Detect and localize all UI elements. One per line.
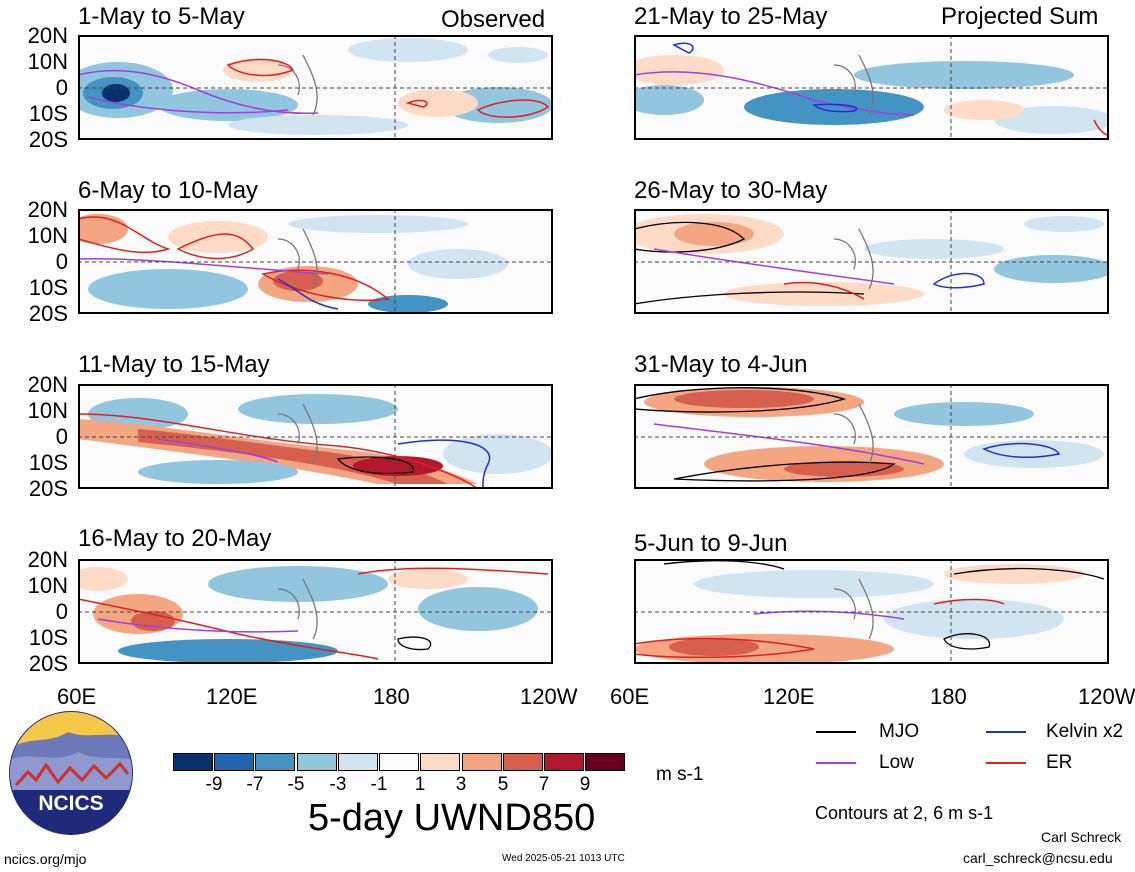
colorbar-label: -7 xyxy=(246,774,264,795)
y-tick-label: 20S xyxy=(28,301,68,326)
y-tick-label: 20S xyxy=(28,476,68,501)
y-tick-label: 10N xyxy=(27,398,68,423)
panel-title: 26-May to 30-May xyxy=(634,177,828,204)
colorbar-label: -3 xyxy=(329,774,347,795)
panel-title: 6-May to 10-May xyxy=(78,177,259,204)
projected-label: Projected Sum xyxy=(941,3,1099,30)
y-tick-label: 0 xyxy=(55,424,68,449)
y-tick-label: 10S xyxy=(28,101,68,126)
map-panel xyxy=(634,35,1109,140)
chart-title: 5-day UWND850 xyxy=(308,797,596,839)
map-field-svg xyxy=(78,35,553,140)
map-field-svg xyxy=(634,35,1109,140)
map-field-svg xyxy=(78,384,553,489)
y-tick-label: 20N xyxy=(27,23,68,48)
y-tick-label: 20N xyxy=(27,547,68,572)
y-tick-label: 20N xyxy=(27,197,68,222)
legend-label-low: Low xyxy=(879,752,914,773)
y-tick-label: 10N xyxy=(27,223,68,248)
colorbar-unit: m s-1 xyxy=(656,764,704,785)
y-tick-label: 20S xyxy=(28,651,68,676)
colorbar-box xyxy=(544,753,584,771)
colorbar-label: -1 xyxy=(370,774,388,795)
panel-title: 31-May to 4-Jun xyxy=(634,351,808,378)
observed-label: Observed xyxy=(441,6,546,33)
colorbar-box xyxy=(173,753,213,771)
map-panel xyxy=(634,559,1109,664)
legend-label-er: ER xyxy=(1046,752,1073,773)
y-tick-label: 0 xyxy=(55,75,68,100)
footer-email: carl_schreck@ncsu.edu xyxy=(963,850,1113,866)
logo-text: NCICS xyxy=(38,792,103,815)
map-panel xyxy=(634,384,1109,489)
legend-line-er xyxy=(986,762,1026,764)
panel-title: 1-May to 5-May xyxy=(78,3,245,30)
colorbar-label: 1 xyxy=(414,774,426,795)
colorbar-label: -5 xyxy=(287,774,305,795)
panel-title: 5-Jun to 9-Jun xyxy=(634,530,788,557)
ncics-logo: NCICS xyxy=(8,710,134,836)
colorbar-label: -9 xyxy=(205,774,223,795)
footer-author: Carl Schreck xyxy=(1041,829,1122,845)
y-tick-label: 0 xyxy=(55,599,68,624)
colorbar-box xyxy=(462,753,502,771)
y-tick-label: 0 xyxy=(55,249,68,274)
x-tick-label: 60E xyxy=(57,684,97,709)
x-tick-label: 180 xyxy=(930,684,967,709)
colorbar-label: 5 xyxy=(497,774,509,795)
colorbar-box xyxy=(297,753,337,771)
colorbar-label: 9 xyxy=(579,774,591,795)
map-field-svg xyxy=(634,559,1109,664)
panel-title: 21-May to 25-May xyxy=(634,3,828,30)
colorbar-box xyxy=(379,753,419,771)
y-tick-label: 10N xyxy=(27,573,68,598)
x-tick-label: 120E xyxy=(763,684,815,709)
y-tick-label: 10S xyxy=(28,275,68,300)
x-tick-label: 120W xyxy=(520,684,578,709)
colorbar-box xyxy=(338,753,378,771)
map-panel xyxy=(78,209,553,314)
colorbar-label: 3 xyxy=(455,774,467,795)
map-panel xyxy=(78,384,553,489)
y-tick-label: 10S xyxy=(28,625,68,650)
contours-note: Contours at 2, 6 m s-1 xyxy=(815,803,994,823)
colorbar xyxy=(173,753,628,771)
footer-timestamp: Wed 2025-05-21 1013 UTC xyxy=(502,853,625,864)
map-panel xyxy=(634,209,1109,314)
panel-title: 16-May to 20-May xyxy=(78,525,272,552)
footer-url: ncics.org/mjo xyxy=(4,851,87,867)
map-panel xyxy=(78,559,553,664)
x-tick-label: 60E xyxy=(610,684,650,709)
colorbar-box xyxy=(214,753,254,771)
colorbar-box xyxy=(503,753,543,771)
legend-line-kelvin xyxy=(986,731,1026,733)
legend-line-mjo xyxy=(816,731,856,733)
map-panel xyxy=(78,35,553,140)
map-field-svg xyxy=(78,559,553,664)
map-field-svg xyxy=(634,209,1109,314)
colorbar-box xyxy=(420,753,460,771)
legend-label-mjo: MJO xyxy=(879,721,920,742)
legend-label-kelvin: Kelvin x2 xyxy=(1046,721,1124,742)
legend-line-low xyxy=(816,762,856,764)
y-tick-label: 10S xyxy=(28,450,68,475)
y-tick-label: 20N xyxy=(27,372,68,397)
y-tick-label: 20S xyxy=(28,127,68,152)
x-tick-label: 120W xyxy=(1078,684,1135,709)
map-field-svg xyxy=(634,384,1109,489)
x-tick-label: 180 xyxy=(373,684,410,709)
x-tick-label: 120E xyxy=(206,684,258,709)
y-tick-label: 10N xyxy=(27,49,68,74)
map-field-svg xyxy=(78,209,553,314)
panel-title: 11-May to 15-May xyxy=(78,351,270,378)
colorbar-box xyxy=(255,753,295,771)
colorbar-box xyxy=(585,753,625,771)
colorbar-label: 7 xyxy=(538,774,550,795)
